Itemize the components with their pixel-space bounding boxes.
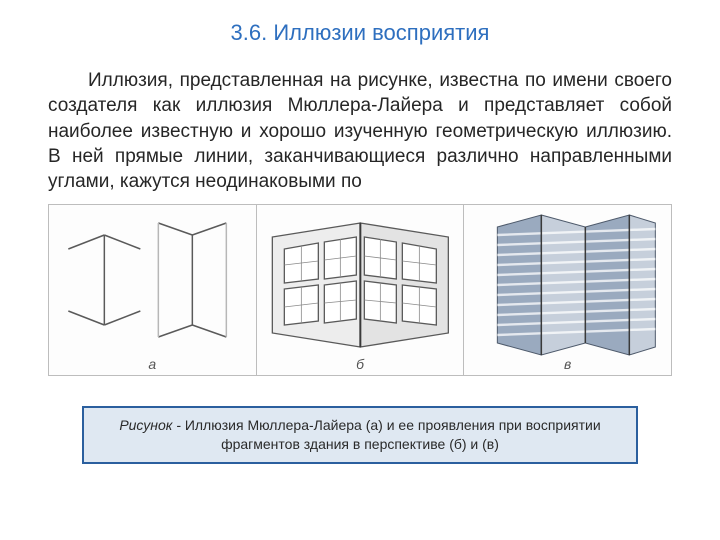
illusion-a-svg (49, 205, 256, 375)
figure-caption: Рисунок - Иллюзия Мюллера-Лайера (а) и е… (82, 406, 638, 464)
body-paragraph: Иллюзия, представленная на рисунке, изве… (48, 68, 672, 194)
caption-lead: Рисунок - (119, 417, 185, 433)
figure-panel-a: а (49, 205, 257, 375)
page: 3.6. Иллюзии восприятия Иллюзия, предста… (0, 0, 720, 540)
figure-panel-c: в (464, 205, 671, 375)
illusion-c-svg (464, 205, 671, 375)
panel-a-label: а (148, 356, 156, 372)
section-title: 3.6. Иллюзии восприятия (48, 20, 672, 46)
caption-text: Иллюзия Мюллера-Лайера (а) и ее проявлен… (185, 417, 601, 452)
illusion-b-svg (257, 205, 464, 375)
figure-row: а (48, 204, 672, 376)
figure-panel-b: б (257, 205, 465, 375)
panel-c-label: в (564, 356, 571, 372)
panel-b-label: б (356, 356, 364, 372)
